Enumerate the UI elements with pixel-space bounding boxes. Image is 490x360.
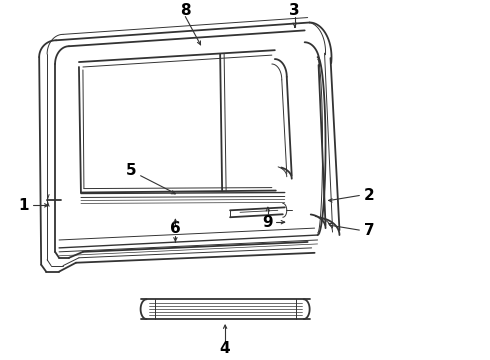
Text: 4: 4 [220, 341, 230, 356]
Text: 6: 6 [170, 221, 181, 236]
Text: 9: 9 [263, 215, 273, 230]
Text: 8: 8 [180, 3, 191, 18]
Text: 3: 3 [290, 3, 300, 18]
Text: 7: 7 [364, 222, 374, 238]
Text: 2: 2 [364, 188, 375, 203]
Text: 5: 5 [125, 163, 136, 178]
Text: 1: 1 [18, 198, 28, 213]
